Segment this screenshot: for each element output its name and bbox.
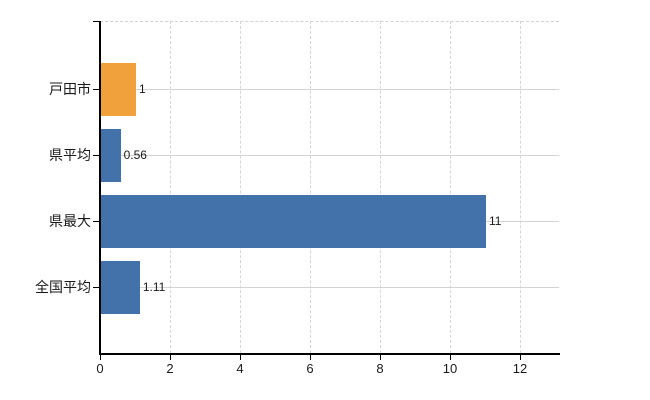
value-label: 1 xyxy=(139,82,146,96)
x-axis-tick xyxy=(520,355,521,360)
value-label: 1.11 xyxy=(142,280,166,294)
y-axis-tick xyxy=(93,287,100,288)
x-tick-label: 2 xyxy=(166,361,174,376)
y-axis-tick xyxy=(93,221,100,222)
gridline-horizontal xyxy=(100,155,559,156)
gridline-vertical xyxy=(450,21,451,353)
y-axis-line xyxy=(99,21,101,355)
gridline-vertical xyxy=(520,21,521,353)
gridline-horizontal xyxy=(100,89,559,90)
x-axis-tick xyxy=(450,355,451,360)
x-tick-label: 10 xyxy=(442,361,458,376)
category-label: 県最大 xyxy=(49,213,91,229)
category-label: 全国平均 xyxy=(35,279,91,295)
x-axis-tick xyxy=(380,355,381,360)
category-label: 戸田市 xyxy=(49,81,91,97)
bar xyxy=(101,129,121,182)
x-tick-label: 4 xyxy=(236,361,244,376)
x-axis-tick xyxy=(100,355,101,360)
gridline-vertical xyxy=(310,21,311,353)
y-axis-top-tick xyxy=(93,21,100,22)
value-label: 0.56 xyxy=(123,148,147,162)
value-label: 11 xyxy=(489,214,502,228)
gridline-horizontal xyxy=(100,287,559,288)
bar xyxy=(101,63,136,116)
gridline-vertical xyxy=(380,21,381,353)
x-axis-tick xyxy=(170,355,171,360)
x-tick-label: 0 xyxy=(96,361,104,376)
y-axis-tick xyxy=(93,155,100,156)
x-axis-line xyxy=(99,353,560,355)
x-tick-label: 6 xyxy=(306,361,314,376)
x-axis-tick xyxy=(310,355,311,360)
bar xyxy=(101,261,140,314)
gridline-vertical xyxy=(240,21,241,353)
gridline-vertical xyxy=(170,21,171,353)
x-tick-label: 12 xyxy=(512,361,528,376)
bar xyxy=(101,195,486,248)
x-axis-tick xyxy=(240,355,241,360)
gridline-top xyxy=(100,21,559,22)
y-axis-tick xyxy=(93,89,100,90)
category-label: 県平均 xyxy=(49,147,91,163)
x-tick-label: 8 xyxy=(376,361,384,376)
